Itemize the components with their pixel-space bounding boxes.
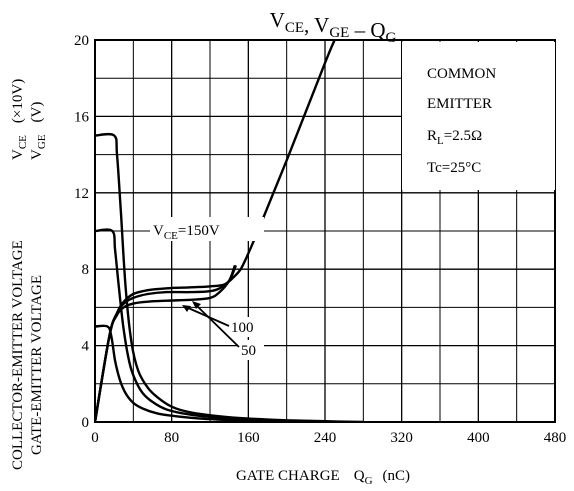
curve-labels: VCE=150V 100 50 [150,217,264,360]
title-sub-4: G [385,30,396,46]
y-tick-label: 8 [82,262,90,278]
x-tick-label: 0 [91,430,99,446]
x-axis-label: GATE CHARGE QG (nC) [236,468,410,487]
title-sub-0: CE [285,20,304,36]
x-tick-label: 320 [390,430,413,446]
y-tick-label: 16 [74,109,90,125]
series-vce-50 [95,324,306,422]
title-sub-2: GE [329,25,349,41]
x-tick-label: 480 [544,430,567,446]
y-axis-label-line2: GATE-EMITTER VOLTAGE [29,275,45,455]
y-axis-label: COLLECTOR-EMITTER VOLTAGE GATE-EMITTER V… [10,79,48,470]
title-part-3: – [349,18,370,42]
y-axis-label-vge: VGE(V) [29,102,48,160]
conditions-rl: RL=2.5Ω [427,128,482,147]
y-tick-label: 12 [74,186,89,202]
series-vge-50 [95,264,237,422]
vce150-label: VCE=150V [153,223,220,242]
conditions-background [402,42,555,190]
vce150-label-bg [150,217,264,241]
conditions-tc: Tc=25°C [427,160,481,176]
y-axis-label-vce: VCE(×10V) [10,79,29,160]
plot-series [95,40,364,422]
y-tick-label: 20 [74,33,89,49]
x-tick-label: 240 [314,430,337,446]
conditions-line1: COMMON [427,66,496,82]
title-part-0: V [270,8,285,32]
vce100-label-bg [228,317,262,337]
vce50-arrow [195,304,240,348]
x-tick-label: 160 [237,430,260,446]
chart-title: VCE, VGE – QG [270,8,397,46]
y-axis-label-line1: COLLECTOR-EMITTER VOLTAGE [10,240,26,470]
vce50-label: 50 [241,343,256,359]
vce100-label: 100 [231,320,254,336]
title-part-4: Q [370,18,385,42]
title-part-1: , [304,13,314,37]
vce50-arrowhead [192,301,201,309]
y-tick-label: 4 [82,339,90,355]
x-tick-label: 80 [164,430,179,446]
vce100-arrowhead [182,305,191,312]
y-tick-label: 0 [82,415,90,431]
x-tick-label: 400 [467,430,490,446]
conditions-box: COMMON EMITTER RL=2.5Ω Tc=25°C [402,42,555,190]
conditions-line2: EMITTER [427,96,492,112]
vce50-label-bg [238,340,264,360]
title-part-2: V [314,13,329,37]
